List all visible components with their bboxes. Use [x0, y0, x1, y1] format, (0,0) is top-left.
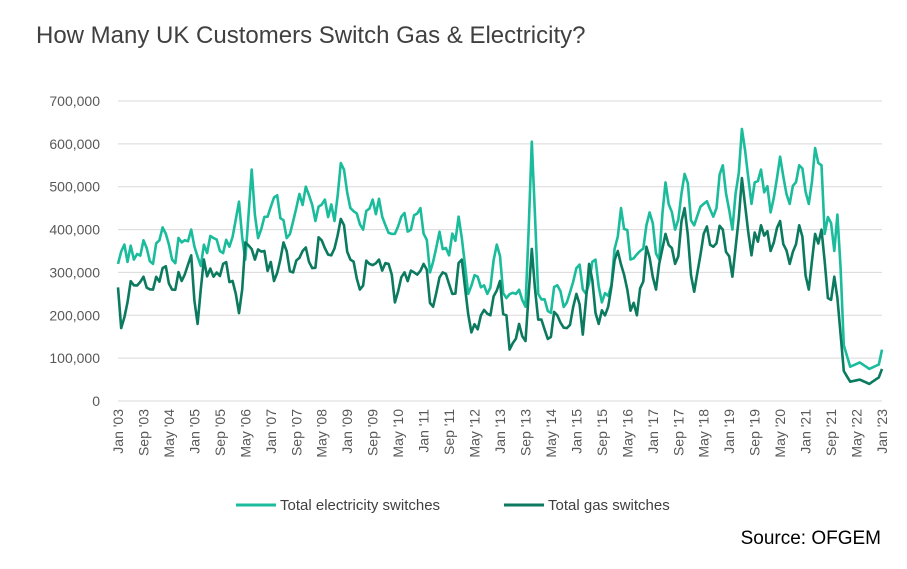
legend-label: Total electricity switches [280, 497, 440, 514]
x-tick-label: May '04 [161, 409, 177, 458]
x-tick-label: Jan '19 [721, 409, 737, 454]
x-tick-label: Sep '05 [212, 409, 228, 456]
x-tick-label: Jan '13 [492, 409, 508, 454]
x-tick-label: Sep '09 [365, 409, 381, 456]
x-tick-label: Sep '19 [747, 409, 763, 456]
x-axis-ticks: Jan '03 Sep '03 May '04 Jan '05 Sep '05 May '… [110, 409, 890, 458]
x-tick-label: May '08 [314, 409, 330, 458]
legend: Total electricity switches Total gas swit… [236, 497, 670, 514]
x-tick-label: May '12 [467, 409, 483, 458]
series-line [116, 176, 884, 386]
x-tick-label: May '22 [849, 409, 865, 458]
y-tick-label: 200,000 [49, 307, 100, 323]
x-tick-label: Sep '15 [594, 409, 610, 456]
x-tick-label: Sep '07 [288, 409, 304, 456]
legend-label: Total gas switches [548, 497, 670, 514]
x-tick-label: May '18 [696, 409, 712, 458]
x-tick-label: Jan '03 [110, 409, 126, 454]
y-tick-label: 0 [92, 393, 100, 409]
gridlines [118, 100, 882, 402]
y-axis-ticks: 0 100,000 200,000 300,000 400,000 500,000 600,… [49, 93, 100, 409]
x-tick-label: May '14 [543, 409, 559, 458]
x-tick-label: May '20 [772, 409, 788, 458]
x-tick-label: Sep '17 [670, 409, 686, 456]
series-lines [116, 127, 884, 386]
x-tick-label: Jan '11 [416, 409, 432, 453]
y-tick-label: 300,000 [49, 264, 100, 280]
y-tick-label: 500,000 [49, 179, 100, 195]
source-note: Source: OFGEM [740, 528, 881, 549]
x-tick-label: Jan '05 [186, 409, 202, 454]
x-tick-label: Jan '21 [798, 409, 814, 454]
x-tick-label: Sep '13 [517, 409, 533, 456]
x-tick-label: Jan '07 [263, 409, 279, 454]
x-tick-label: Sep '11 [441, 409, 457, 455]
y-tick-label: 100,000 [49, 350, 100, 366]
x-tick-label: May '16 [619, 409, 635, 458]
y-tick-label: 400,000 [49, 222, 100, 238]
chart-title: How Many UK Customers Switch Gas & Elect… [36, 22, 586, 49]
series-line [116, 127, 884, 371]
x-tick-label: Sep '03 [135, 409, 151, 456]
x-tick-label: May '10 [390, 409, 406, 458]
y-tick-label: 600,000 [49, 136, 100, 152]
x-tick-label: Jan '23 [874, 409, 890, 454]
x-tick-label: Jan '15 [568, 409, 584, 454]
y-tick-label: 700,000 [49, 93, 100, 109]
x-tick-label: Jan '09 [339, 409, 355, 454]
x-tick-label: May '06 [237, 409, 253, 458]
x-tick-label: Sep '21 [823, 409, 839, 456]
x-tick-label: Jan '17 [645, 409, 661, 454]
